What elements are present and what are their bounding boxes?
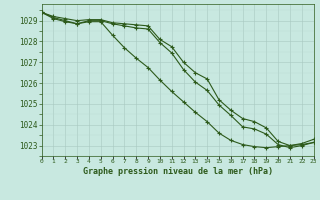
X-axis label: Graphe pression niveau de la mer (hPa): Graphe pression niveau de la mer (hPa)	[83, 167, 273, 176]
